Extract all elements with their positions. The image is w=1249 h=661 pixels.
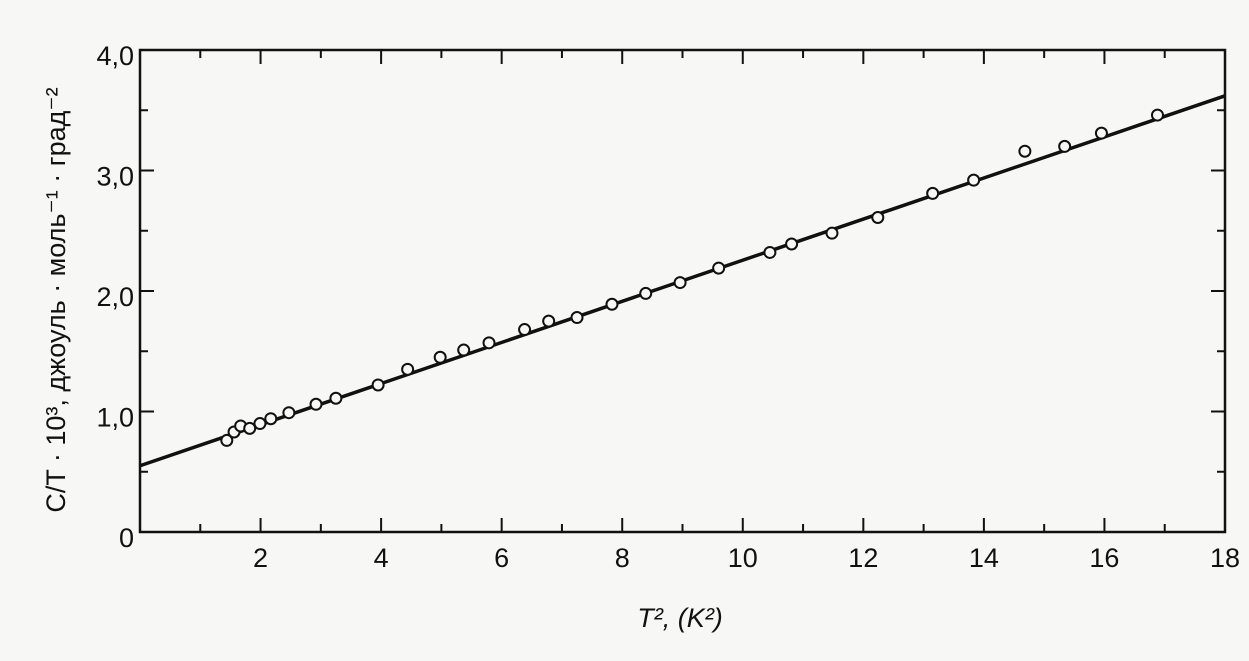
y-tick-label: 0 <box>119 523 134 553</box>
y-axis-label: C/T · 10³, джоуль · моль⁻¹ · град⁻² <box>41 87 71 512</box>
y-tick-label: 1,0 <box>96 403 134 433</box>
data-point <box>785 237 799 251</box>
data-point <box>712 261 726 275</box>
data-point <box>673 276 687 290</box>
data-point <box>967 173 981 187</box>
data-point <box>763 245 777 259</box>
y-tick-label: 2,0 <box>96 282 134 312</box>
x-tick-label: 8 <box>615 543 630 573</box>
data-point <box>1018 144 1032 158</box>
y-tick-label: 4,0 <box>96 41 134 71</box>
data-point <box>825 226 839 240</box>
data-point <box>639 286 653 300</box>
x-tick-label: 2 <box>253 543 268 573</box>
data-point <box>482 336 496 350</box>
data-point <box>433 350 447 364</box>
data-point <box>871 210 885 224</box>
x-tick-label: 18 <box>1210 543 1240 573</box>
data-point <box>309 397 323 411</box>
x-tick-label: 14 <box>969 543 999 573</box>
data-point <box>605 297 619 311</box>
data-point <box>457 343 471 357</box>
x-axis-label: T², (K²) <box>637 603 722 633</box>
data-point <box>570 311 584 325</box>
data-point <box>243 421 257 435</box>
y-tick-label: 3,0 <box>96 162 134 192</box>
data-point <box>253 417 267 431</box>
data-point <box>1094 126 1108 140</box>
x-tick-label: 12 <box>848 543 878 573</box>
x-tick-label: 10 <box>728 543 758 573</box>
x-tick-label: 4 <box>374 543 389 573</box>
data-point <box>329 391 343 405</box>
data-point <box>542 314 556 328</box>
data-point <box>220 433 234 447</box>
data-point <box>282 406 296 420</box>
x-tick-label: 16 <box>1089 543 1119 573</box>
x-tick-label: 6 <box>494 543 509 573</box>
plot-frame <box>138 48 1227 534</box>
data-point <box>264 412 278 426</box>
data-point <box>518 323 532 337</box>
data-point <box>1150 108 1164 122</box>
data-point <box>1058 139 1072 153</box>
data-point <box>401 362 415 376</box>
data-point <box>926 186 940 200</box>
data-point <box>371 378 385 392</box>
